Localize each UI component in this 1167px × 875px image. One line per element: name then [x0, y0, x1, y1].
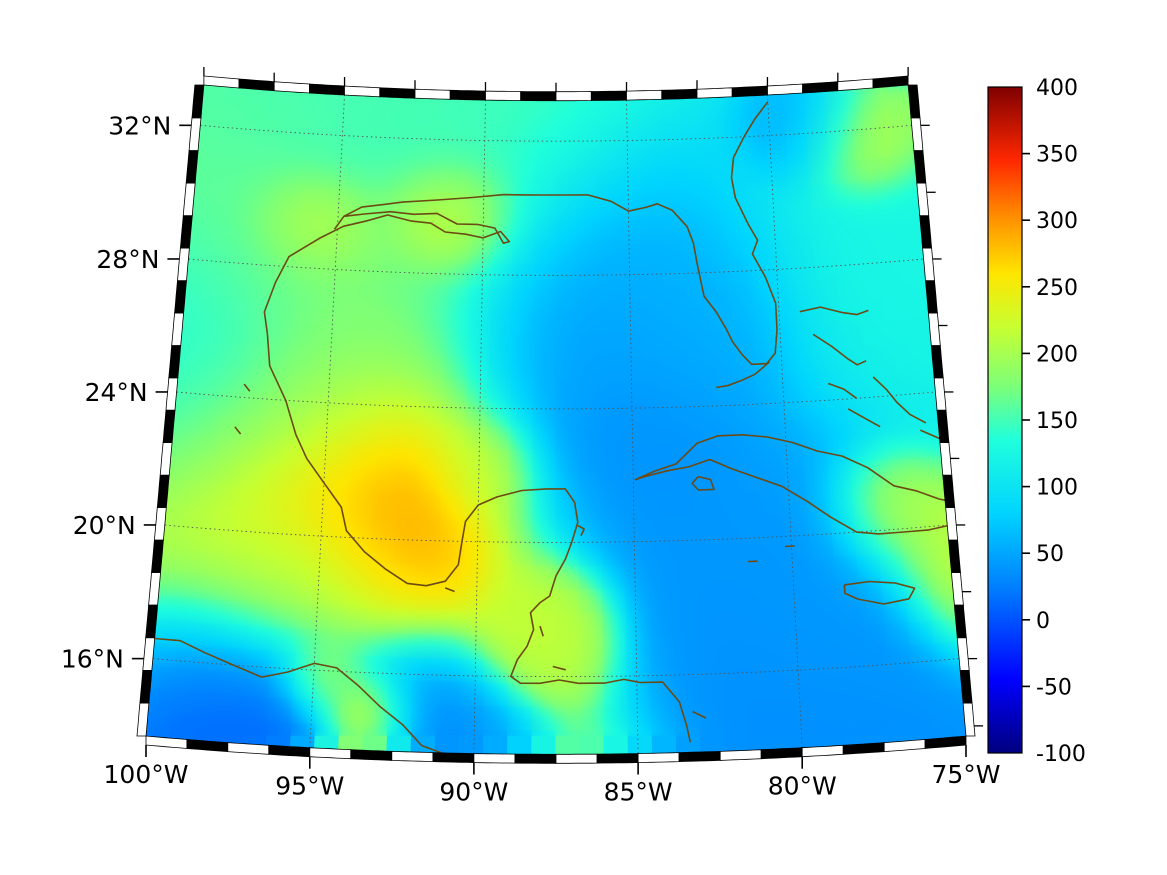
colorbar-tick-label: 300	[1036, 209, 1078, 234]
grid-parallel	[200, 124, 912, 142]
frame-segment	[473, 753, 516, 764]
coastline	[552, 665, 566, 671]
frame-segment	[308, 83, 345, 96]
frame-segment	[696, 87, 733, 99]
colorbar-tick-label: 400	[1036, 76, 1078, 101]
frame-segment	[626, 89, 663, 101]
lon-tick-label: 80°W	[768, 772, 837, 801]
coastline	[847, 408, 881, 428]
colorbar-tick-label: 100	[1036, 476, 1078, 501]
frame-segment	[391, 750, 434, 763]
frame-segment	[514, 753, 557, 764]
coastline	[234, 426, 242, 435]
frame-segment	[678, 750, 721, 763]
colorbar: 400 350 300 250 200 150 100 50 0 -50 -100	[987, 76, 1086, 767]
coastline	[691, 475, 715, 491]
grid-parallel	[188, 258, 924, 276]
map-data-layer	[146, 85, 966, 755]
coastline	[692, 710, 707, 719]
frame-segment	[414, 88, 451, 100]
frame-segment	[637, 752, 680, 764]
coastline	[243, 383, 251, 392]
colorbar-tick-label: 350	[1036, 143, 1078, 168]
coastline-layer	[154, 101, 966, 754]
coastline	[812, 333, 867, 366]
coastline	[266, 333, 692, 743]
grid-parallel	[164, 524, 948, 543]
coastline	[263, 210, 511, 335]
colorbar-tick-label: -50	[1036, 675, 1072, 700]
frame-segment	[309, 747, 352, 760]
frame-segment	[379, 87, 416, 99]
coastline	[716, 361, 771, 389]
coastline	[785, 545, 795, 548]
lat-tick-label: 24°N	[85, 378, 148, 407]
graticule-layer	[152, 94, 960, 754]
lat-tick-label: 28°N	[96, 245, 159, 274]
lon-tick-label: 95°W	[275, 772, 344, 801]
colorbar-tick-label: 250	[1036, 276, 1078, 301]
frame-segment	[449, 89, 486, 101]
frame-segment	[661, 88, 698, 100]
frame-segment	[760, 747, 803, 760]
colorbar-tick-label: 200	[1036, 342, 1078, 367]
lon-tick-label: 100°W	[104, 760, 189, 789]
lat-tick-label: 20°N	[73, 511, 136, 540]
lat-tick-label: 16°N	[61, 645, 124, 674]
coastline	[954, 406, 966, 417]
lon-tick-label: 90°W	[439, 778, 508, 807]
frame-segment	[801, 744, 844, 758]
frame-segment	[350, 749, 393, 761]
coastline	[843, 580, 916, 605]
frame-segment	[590, 90, 627, 101]
frame-segment	[273, 81, 310, 94]
frame-segment	[344, 85, 381, 98]
frame-segment	[767, 83, 803, 96]
frame-segment	[555, 753, 598, 764]
colorbar-tick-label: 50	[1036, 542, 1064, 567]
frame-segment	[555, 91, 592, 102]
frame-segment	[731, 85, 768, 98]
coastline	[872, 376, 927, 424]
frame-segment	[907, 84, 921, 119]
frame-segment	[485, 90, 522, 101]
colorbar-tick-label: 150	[1036, 409, 1078, 434]
frame-segment	[432, 752, 475, 764]
frame-segment	[596, 753, 639, 764]
coastline	[828, 382, 858, 399]
frame-segment	[520, 91, 557, 102]
map-frame	[136, 75, 976, 764]
lat-tick-label: 32°N	[108, 111, 171, 140]
axis-ticks: 100°W 95°W 90°W 85°W 80°W 75°W 16°N 20°N 24°N 28°…	[61, 67, 1001, 807]
frame-segment	[268, 744, 311, 758]
coastline	[154, 637, 442, 754]
coastline	[444, 587, 455, 593]
colorbar-gradient-bar	[987, 86, 1023, 754]
field-raster	[146, 85, 966, 736]
frame-segment	[802, 81, 839, 94]
lon-tick-label: 85°W	[604, 778, 673, 807]
colorbar-tick-label: -100	[1036, 742, 1086, 767]
coastline	[343, 101, 778, 366]
coastline	[634, 434, 966, 535]
coastline	[799, 306, 869, 316]
colorbar-tick-label: 0	[1036, 609, 1050, 634]
grid-parallel	[176, 391, 936, 410]
frame-segment	[191, 84, 205, 119]
coastline	[539, 625, 544, 637]
lon-tick-label: 75°W	[931, 760, 1000, 789]
frame-segment	[719, 749, 762, 761]
coastline	[577, 524, 585, 537]
